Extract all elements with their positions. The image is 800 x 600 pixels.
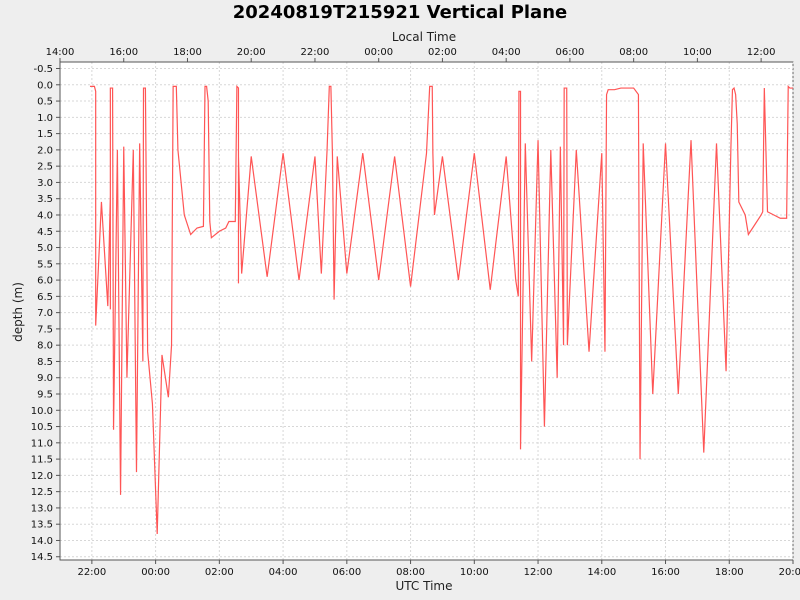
y-tick-label: 6.5 — [37, 292, 53, 303]
y-tick-label: -0.5 — [33, 64, 53, 75]
top-axis-label: Local Time — [392, 30, 456, 44]
y-tick-label: 8.5 — [37, 357, 53, 368]
chart-title: 20240819T215921 Vertical Plane — [233, 2, 567, 23]
top-tick-label: 12:00 — [747, 47, 776, 58]
y-tick-label: 11.5 — [31, 455, 53, 466]
y-tick-label: 7.5 — [37, 324, 53, 335]
bottom-tick-label: 02:00 — [205, 567, 234, 578]
y-tick-label: 9.5 — [37, 390, 53, 401]
top-tick-label: 10:00 — [683, 47, 712, 58]
bottom-tick-label: 22:00 — [77, 567, 106, 578]
y-tick-label: 12.0 — [31, 471, 53, 482]
y-tick-label: 11.0 — [31, 438, 53, 449]
top-tick-label: 20:00 — [237, 47, 266, 58]
top-tick-label: 06:00 — [555, 47, 584, 58]
bottom-tick-label: 06:00 — [332, 567, 361, 578]
y-tick-label: 6.0 — [37, 276, 53, 287]
y-tick-label: 3.0 — [37, 178, 53, 189]
y-tick-label: 14.0 — [31, 536, 53, 547]
top-tick-label: 14:00 — [46, 47, 75, 58]
y-tick-label: 14.5 — [31, 552, 53, 563]
top-tick-label: 08:00 — [619, 47, 648, 58]
top-tick-label: 22:00 — [301, 47, 330, 58]
y-tick-label: 10.5 — [31, 422, 53, 433]
y-tick-label: 2.0 — [37, 145, 53, 156]
y-tick-label: 0.0 — [37, 80, 53, 91]
y-tick-label: 4.0 — [37, 210, 53, 221]
y-tick-label: 9.0 — [37, 373, 53, 384]
axes-layer — [56, 58, 794, 564]
top-tick-label: 16:00 — [109, 47, 138, 58]
bottom-tick-label: 10:00 — [460, 567, 489, 578]
plot-area — [59, 61, 794, 561]
top-tick-label: 04:00 — [492, 47, 521, 58]
y-tick-label: 10.0 — [31, 406, 53, 417]
bottom-tick-label: 08:00 — [396, 567, 425, 578]
y-tick-label: 3.5 — [37, 194, 53, 205]
grid-layer — [59, 61, 794, 561]
depth-series-line — [89, 84, 793, 534]
x-axis-label: UTC Time — [396, 579, 453, 593]
bottom-tick-label: 20:00 — [779, 567, 800, 578]
bottom-tick-label: 00:00 — [141, 567, 170, 578]
y-tick-label: 0.5 — [37, 97, 53, 108]
y-tick-label: 5.0 — [37, 243, 53, 254]
top-tick-label: 18:00 — [173, 47, 202, 58]
y-tick-label: 7.0 — [37, 308, 53, 319]
y-tick-label: 4.5 — [37, 227, 53, 238]
y-tick-label: 13.0 — [31, 503, 53, 514]
y-tick-label: 12.5 — [31, 487, 53, 498]
bottom-tick-label: 16:00 — [651, 567, 680, 578]
labels-layer: -0.5 0.0 0.5 1.0 1.5 2.0 2.5 3.0 3.5 4.0 4.5 5.0 5.5… — [11, 2, 800, 593]
bottom-tick-label: 14:00 — [587, 567, 616, 578]
y-tick-label: 1.0 — [37, 113, 53, 124]
top-tick-label: 00:00 — [364, 47, 393, 58]
y-axis-label: depth (m) — [11, 282, 25, 342]
top-tick-label: 02:00 — [428, 47, 457, 58]
y-tick-label: 2.5 — [37, 162, 53, 173]
bottom-tick-label: 12:00 — [524, 567, 553, 578]
data-layer — [89, 84, 793, 534]
bottom-tick-label: 18:00 — [715, 567, 744, 578]
y-tick-label: 1.5 — [37, 129, 53, 140]
y-tick-label: 5.5 — [37, 259, 53, 270]
y-tick-label: 8.0 — [37, 341, 53, 352]
y-tick-label: 13.5 — [31, 520, 53, 531]
bottom-tick-label: 04:00 — [269, 567, 298, 578]
